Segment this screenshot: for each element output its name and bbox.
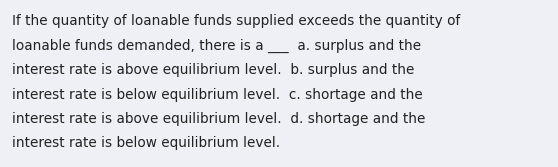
Text: interest rate is above equilibrium level.  b. surplus and the: interest rate is above equilibrium level… — [12, 63, 415, 77]
Text: loanable funds demanded, there is a ___  a. surplus and the: loanable funds demanded, there is a ___ … — [12, 39, 421, 53]
Text: interest rate is above equilibrium level.  d. shortage and the: interest rate is above equilibrium level… — [12, 112, 425, 126]
Text: If the quantity of loanable funds supplied exceeds the quantity of: If the quantity of loanable funds suppli… — [12, 14, 460, 28]
Text: interest rate is below equilibrium level.  c. shortage and the: interest rate is below equilibrium level… — [12, 88, 423, 102]
Text: interest rate is below equilibrium level.: interest rate is below equilibrium level… — [12, 136, 280, 150]
